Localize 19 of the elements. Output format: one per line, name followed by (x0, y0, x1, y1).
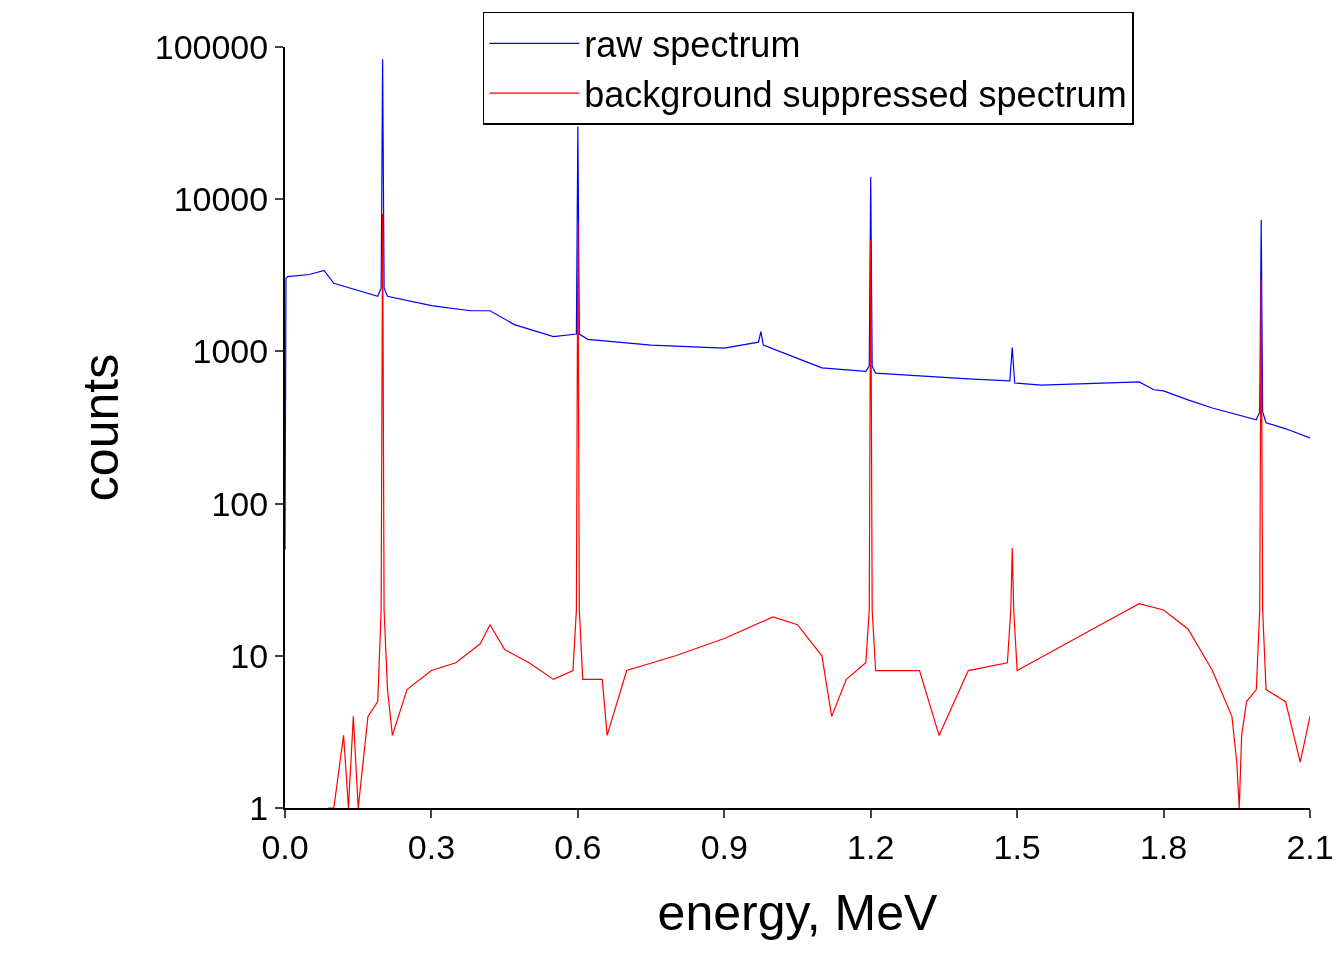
x-tick-label: 1.5 (993, 827, 1041, 866)
x-tick-label: 1.8 (1139, 827, 1188, 866)
x-axis-title: energy, MeV (657, 884, 939, 941)
y-tick-label: 100000 (154, 27, 269, 66)
x-tick-label: 0.0 (261, 827, 309, 866)
legend-label: background suppressed spectrum (584, 74, 1127, 116)
x-tick-label: 2.1 (1286, 827, 1334, 866)
y-tick-label: 100 (211, 484, 269, 523)
legend-label: raw spectrum (584, 24, 801, 66)
line-series (327, 213, 1310, 808)
x-tick-label: 0.6 (554, 827, 602, 866)
x-tick-label: 0.3 (407, 827, 456, 866)
x-tick-label: 1.2 (847, 827, 895, 866)
y-tick-label: 1 (249, 788, 269, 827)
y-tick-label: 1000 (192, 332, 269, 371)
x-tick-label: 0.9 (700, 827, 748, 866)
y-tick-label: 10 (230, 636, 269, 675)
y-tick-label: 10000 (173, 180, 269, 219)
y-axis-title: counts (73, 353, 130, 502)
